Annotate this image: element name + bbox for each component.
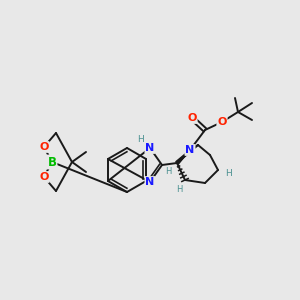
Text: H: H — [136, 134, 143, 143]
Text: O: O — [187, 113, 197, 123]
Text: H: H — [176, 185, 182, 194]
Text: O: O — [39, 142, 49, 152]
Polygon shape — [176, 150, 190, 164]
Text: O: O — [39, 172, 49, 182]
Text: N: N — [185, 145, 195, 155]
Text: N: N — [146, 177, 154, 187]
Text: O: O — [217, 117, 227, 127]
Text: B: B — [47, 155, 56, 169]
Text: H: H — [165, 167, 171, 176]
Text: N: N — [146, 143, 154, 153]
Text: H: H — [225, 169, 231, 178]
